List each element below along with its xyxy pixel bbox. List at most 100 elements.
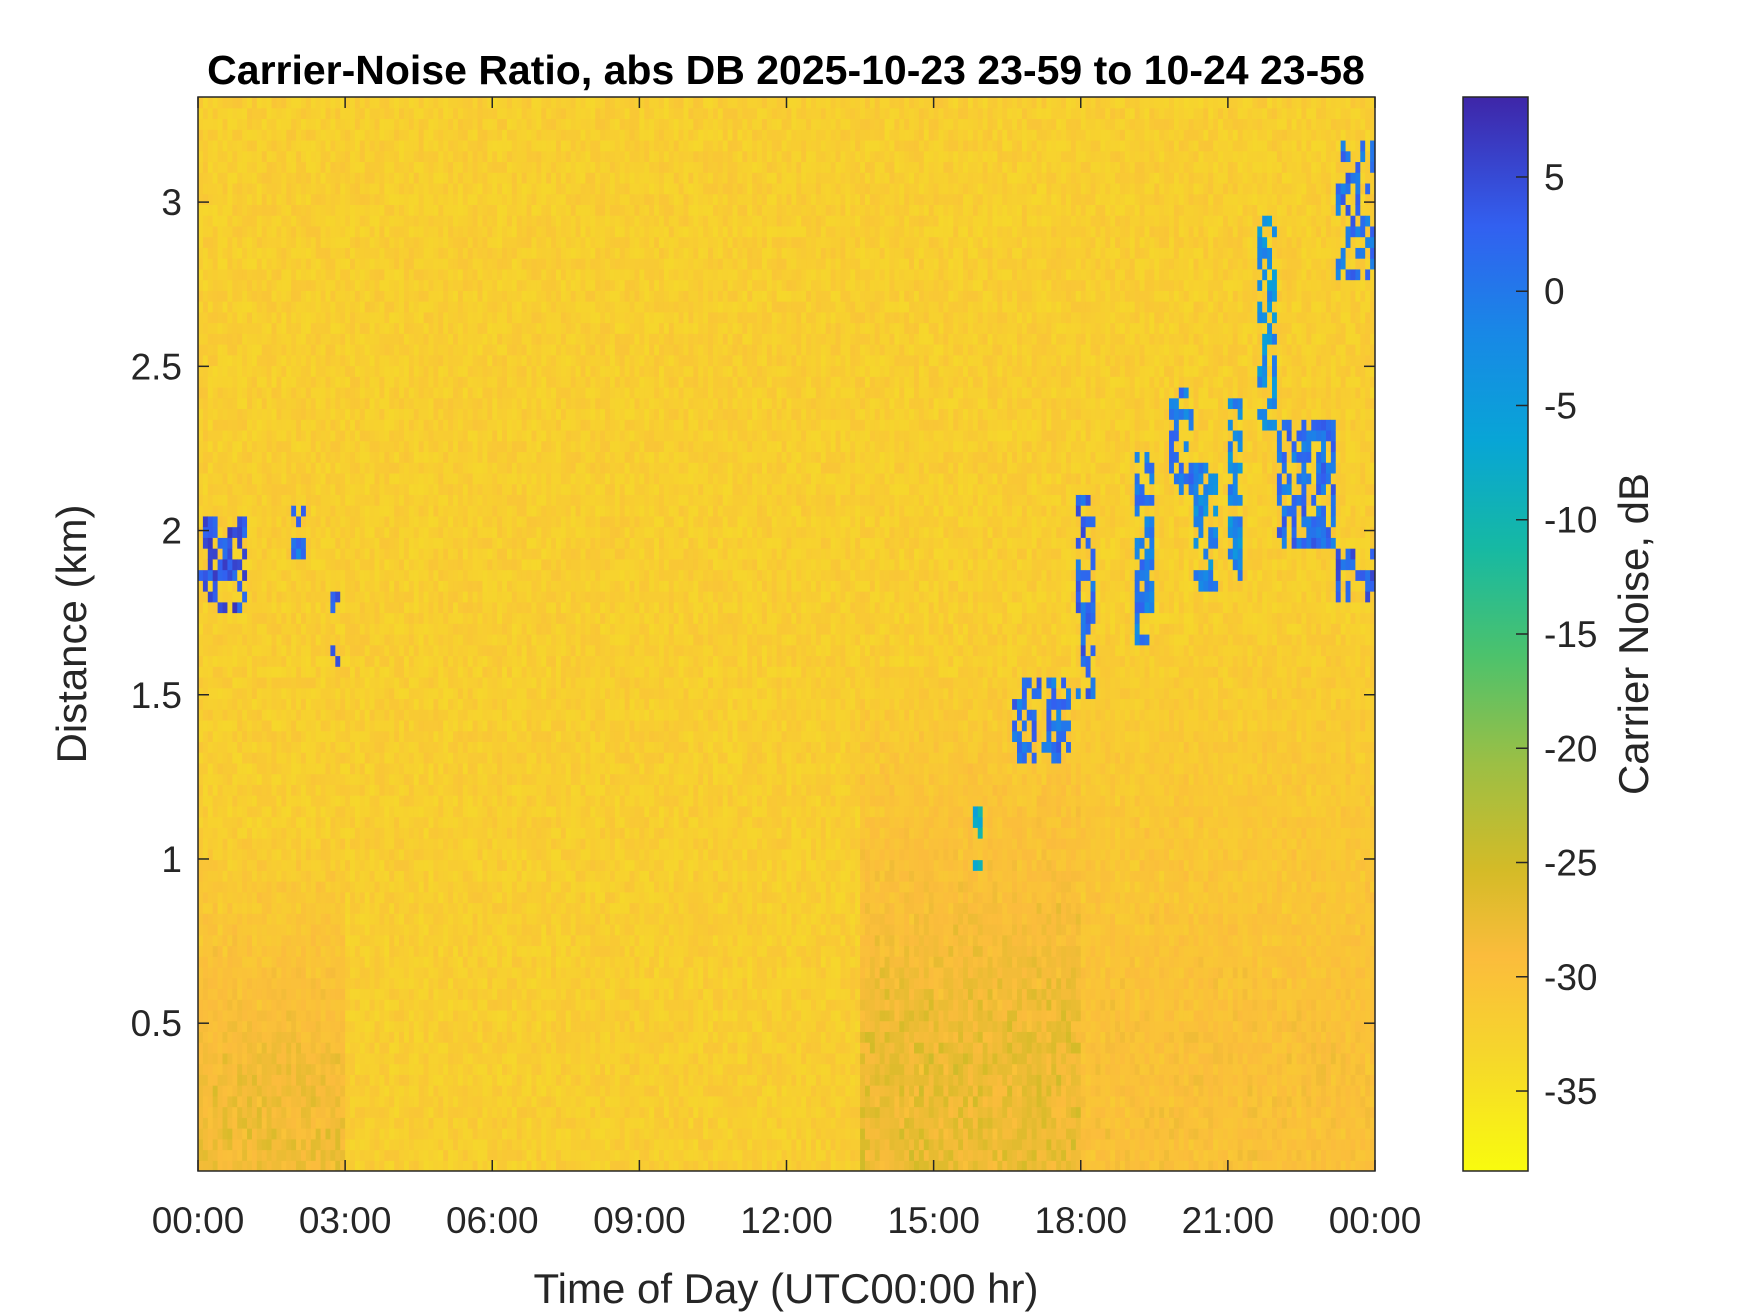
heatmap-cell <box>296 612 302 624</box>
heatmap-cell <box>207 365 214 377</box>
heatmap-cell <box>256 558 263 571</box>
heatmap-cell <box>354 580 361 592</box>
heatmap-cell <box>350 333 356 345</box>
heatmap-cell <box>212 526 219 538</box>
heatmap-cell <box>271 225 278 238</box>
heatmap-cell <box>374 344 381 356</box>
heatmap-cell <box>335 311 341 324</box>
heatmap-cell <box>394 1031 400 1043</box>
heatmap-cell <box>433 247 439 259</box>
heatmap-cell <box>389 956 395 968</box>
heatmap-cell <box>350 848 356 861</box>
heatmap-cell <box>300 386 307 399</box>
heatmap-cell <box>296 902 302 914</box>
heatmap-cell <box>428 923 434 936</box>
heatmap-cell <box>281 515 287 528</box>
heatmap-cell <box>315 419 322 431</box>
heatmap-cell <box>276 676 282 689</box>
heatmap-cell <box>251 784 258 796</box>
heatmap-cell <box>315 129 322 141</box>
heatmap-cell <box>305 107 312 120</box>
heatmap-cell <box>354 687 361 700</box>
heatmap-cell <box>403 225 410 238</box>
heatmap-cell <box>413 902 420 914</box>
heatmap-cell <box>325 762 332 775</box>
heatmap-cell <box>281 913 287 925</box>
heatmap-cell <box>389 1106 395 1118</box>
heatmap-cell <box>325 1117 332 1129</box>
heatmap-cell <box>266 644 273 657</box>
heatmap-cell <box>413 548 420 560</box>
heatmap-cell <box>300 827 307 839</box>
heatmap-cell <box>354 1063 361 1075</box>
heatmap-cell <box>354 472 361 485</box>
heatmap-cell <box>247 1160 253 1171</box>
heatmap-cell <box>369 838 376 850</box>
heatmap-cell <box>271 569 278 581</box>
heatmap-cell <box>438 1149 444 1161</box>
heatmap-cell <box>345 182 351 195</box>
heatmap-cell <box>291 988 297 1000</box>
heatmap-cell <box>403 386 410 399</box>
heatmap-cell <box>305 429 312 442</box>
heatmap-cell <box>403 612 410 624</box>
heatmap-cell <box>296 268 302 281</box>
heatmap-cell <box>296 881 302 893</box>
heatmap-cell <box>389 419 395 431</box>
heatmap-cell <box>389 1160 395 1171</box>
heatmap-cell <box>271 923 278 936</box>
heatmap-cell <box>423 913 430 925</box>
heatmap-cell <box>433 204 439 216</box>
heatmap-cell <box>330 956 336 968</box>
heatmap-cell <box>359 386 366 399</box>
heatmap-cell <box>281 279 287 291</box>
heatmap-cell <box>394 462 400 474</box>
heatmap-cell <box>266 204 273 216</box>
heatmap-cell <box>389 1063 395 1075</box>
heatmap-cell <box>394 709 400 721</box>
heatmap-cell <box>207 676 214 689</box>
heatmap-cell <box>251 923 258 936</box>
heatmap-cell <box>242 1052 248 1065</box>
heatmap-cell <box>394 601 400 614</box>
heatmap-cell <box>212 408 219 420</box>
heatmap-cell <box>256 1009 263 1022</box>
heatmap-cell <box>325 913 332 925</box>
heatmap-cell <box>207 558 214 571</box>
heatmap-cell <box>271 634 278 646</box>
heatmap-cell <box>296 719 302 732</box>
heatmap-cell <box>281 676 287 689</box>
heatmap-cell <box>345 730 351 742</box>
heatmap-cell <box>222 805 229 818</box>
heatmap-cell <box>251 139 258 152</box>
heatmap-cell <box>291 623 297 635</box>
heatmap-cell <box>296 365 302 377</box>
heatmap-cell <box>428 1009 434 1022</box>
heatmap-cell <box>296 741 302 753</box>
heatmap-cell <box>418 773 425 785</box>
heatmap-cell <box>202 752 209 764</box>
heatmap-cell <box>310 1095 317 1108</box>
heatmap-cell <box>335 279 341 291</box>
heatmap-cell <box>389 376 395 388</box>
heatmap-cell <box>291 97 297 109</box>
heatmap-cell <box>389 129 395 141</box>
heatmap-cell <box>227 322 233 334</box>
heatmap-cell <box>198 451 204 463</box>
heatmap-cell <box>207 225 214 238</box>
heatmap-cell <box>364 365 371 377</box>
heatmap-cell <box>276 161 282 173</box>
heatmap-cell <box>413 848 420 861</box>
heatmap-cell <box>364 827 371 839</box>
heatmap-cell <box>222 923 229 936</box>
heatmap-cell <box>247 515 253 528</box>
heatmap-cell <box>418 494 425 506</box>
heatmap-cell <box>364 1138 371 1151</box>
heatmap-cell <box>217 526 224 538</box>
heatmap-cell <box>423 408 430 420</box>
heatmap-cell <box>271 816 278 828</box>
heatmap-cell <box>232 451 238 463</box>
heatmap-cell <box>359 1160 366 1171</box>
heatmap-cell <box>198 1095 204 1108</box>
heatmap-cell <box>428 891 434 904</box>
